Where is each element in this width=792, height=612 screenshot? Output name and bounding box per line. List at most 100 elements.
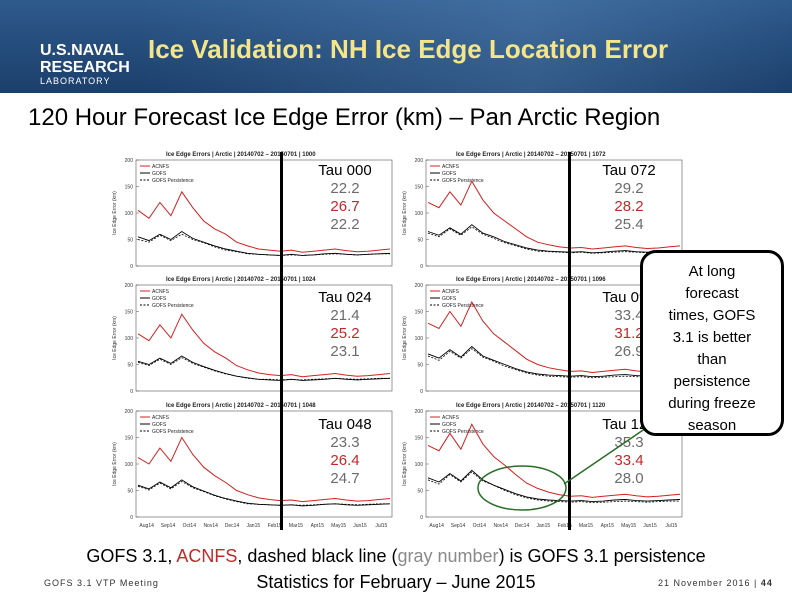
y-tick-label: 200: [415, 283, 424, 289]
y-tick-label: 200: [125, 409, 134, 415]
x-tick-label: Oct14: [473, 523, 487, 529]
y-tick-label: 150: [415, 185, 424, 191]
x-tick-label: Jan15: [537, 523, 551, 529]
y-tick-label: 50: [127, 489, 133, 495]
tau-value-gofs: 21.4: [330, 307, 360, 324]
y-tick-label: 0: [420, 264, 423, 270]
x-tick-label: Feb15: [268, 523, 282, 529]
x-tick-label: May15: [331, 523, 346, 529]
y-tick-label: 50: [127, 363, 133, 369]
legend-label: GOFS: [152, 422, 167, 428]
y-tick-label: 0: [130, 264, 133, 270]
legend-label: ACNFS: [442, 164, 460, 170]
legend-label: ACNFS: [152, 289, 170, 295]
x-tick-label: Feb15: [558, 523, 572, 529]
chart-title: Ice Edge Errors | Arctic | 20140702 – 20…: [166, 152, 316, 158]
y-axis-label: Ice Edge Error (km): [112, 191, 118, 235]
logo-line2: RESEARCH: [40, 59, 130, 76]
chart-title: Ice Edge Errors | Arctic | 20140702 – 20…: [166, 277, 316, 283]
y-tick-label: 150: [125, 310, 134, 316]
x-tick-label: Jun15: [353, 523, 367, 529]
series-line-gofs: [427, 224, 681, 254]
legend-label: GOFS: [152, 171, 167, 177]
x-tick-label: Oct14: [183, 523, 197, 529]
series-line-gofs-persistence: [137, 233, 390, 256]
logo-line3: LABORATORY: [40, 76, 111, 86]
y-tick-label: 150: [415, 436, 424, 442]
tau-value-acnfs: 28.2: [614, 198, 644, 215]
x-tick-label: Apr15: [311, 523, 325, 529]
callout-line: At long: [688, 263, 736, 280]
series-line-gofs: [137, 479, 391, 507]
x-tick-label: Jul15: [375, 523, 387, 529]
callout-pointer: [477, 423, 653, 511]
y-tick-label: 200: [415, 409, 424, 415]
y-axis-label: Ice Edge Error (km): [402, 191, 408, 235]
y-axis-label: Ice Edge Error (km): [112, 442, 118, 486]
x-tick-label: Dec14: [225, 523, 240, 529]
series-line-gofs: [427, 469, 681, 503]
tau-value-acnfs: 31.2: [614, 325, 644, 342]
x-tick-label: Sep14: [451, 523, 466, 529]
tau-value-acnfs: 33.4: [614, 452, 644, 469]
y-tick-label: 100: [125, 211, 134, 217]
x-tick-label: Nov14: [493, 523, 508, 529]
series-line-acnfs: [137, 313, 391, 378]
tau-value-acnfs: 25.2: [330, 325, 360, 342]
y-axis-label: Ice Edge Error (km): [402, 316, 408, 360]
callout-line: season: [687, 417, 737, 434]
chart-title: Ice Edge Errors | Arctic | 20140702 – 20…: [456, 403, 606, 409]
y-axis-label: Ice Edge Error (km): [402, 442, 408, 486]
caption-acnfs: ACNFS: [176, 546, 238, 566]
y-tick-label: 0: [420, 389, 423, 395]
series-line-acnfs: [137, 190, 391, 253]
x-tick-label: Nov14: [203, 523, 218, 529]
x-tick-label: Dec14: [515, 523, 530, 529]
tau-stat-2: Tau 024 21.4 25.2 23.1: [300, 289, 390, 361]
series-line-acnfs: [427, 180, 681, 250]
legend-label: ACNFS: [442, 289, 460, 295]
date-text: 21 November 2016 |: [658, 578, 758, 588]
legend-label: GOFS Persistence: [442, 429, 484, 435]
y-tick-label: 200: [125, 283, 134, 289]
callout-line: 3.1 is better: [672, 329, 752, 346]
x-tick-label: Jan15: [247, 523, 261, 529]
caption-gray: gray number: [397, 546, 499, 566]
tau-value-persistence: 24.7: [330, 470, 360, 487]
y-tick-label: 100: [125, 462, 134, 468]
y-tick-label: 50: [417, 238, 423, 244]
legend-label: GOFS: [442, 422, 457, 428]
tau-value-persistence: 28.0: [614, 470, 644, 487]
separator-line-right: [568, 152, 571, 530]
y-tick-label: 100: [125, 336, 134, 342]
legend-label: GOFS Persistence: [152, 303, 194, 309]
callout-arrow-line: [563, 423, 653, 485]
tau-value-persistence: 22.2: [330, 216, 360, 233]
series-line-acnfs: [137, 436, 391, 503]
series-line-gofs-persistence: [427, 226, 680, 254]
y-tick-label: 50: [127, 238, 133, 244]
tau-stat-1: Tau 072 29.2 28.2 25.4: [584, 162, 674, 234]
tau-value-gofs: 22.2: [330, 180, 360, 197]
slide-title: Ice Validation: NH Ice Edge Location Err…: [148, 34, 669, 64]
series-line-acnfs: [427, 423, 681, 498]
callout-line: than: [697, 351, 727, 368]
x-tick-label: Aug14: [139, 523, 154, 529]
separator-line-left: [280, 152, 283, 530]
legend-label: GOFS Persistence: [152, 178, 194, 184]
y-tick-label: 150: [125, 185, 134, 191]
x-tick-label: Mar15: [289, 523, 303, 529]
slide-date: 21 November 2016 | 44: [658, 578, 773, 588]
tau-label: Tau 072: [602, 162, 656, 179]
x-tick-label: Mar15: [579, 523, 593, 529]
tau-value-gofs: 33.4: [614, 307, 644, 324]
footer-caption: GOFS 3.1, ACNFS, dashed black line (gray…: [0, 546, 792, 567]
caption-part1: GOFS 3.1,: [86, 546, 177, 566]
tau-label: Tau 024: [318, 289, 372, 306]
caption-part3: ) is GOFS 3.1 persistence: [498, 546, 706, 566]
x-tick-label: Aug14: [429, 523, 444, 529]
chart-title: Ice Edge Errors | Arctic | 20140702 – 20…: [456, 152, 606, 158]
series-line-gofs-persistence: [427, 348, 680, 379]
legend-label: GOFS Persistence: [442, 303, 484, 309]
header-shine: [140, 0, 792, 93]
